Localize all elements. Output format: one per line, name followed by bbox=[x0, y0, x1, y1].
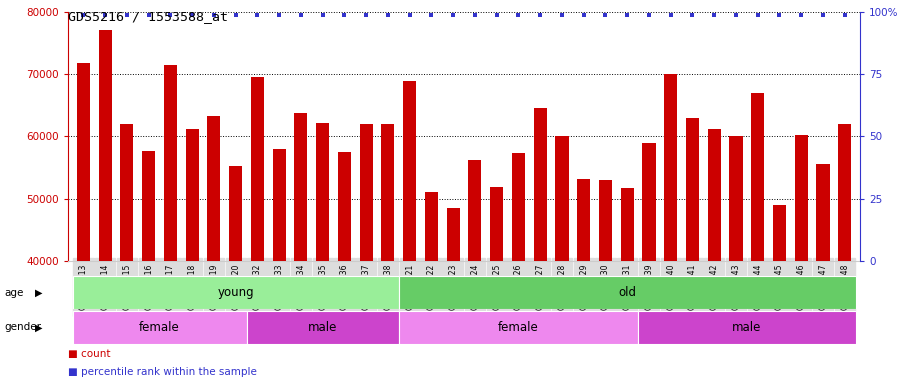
Bar bbox=[730, 136, 743, 261]
Bar bbox=[295, 113, 308, 261]
Bar bbox=[686, 118, 699, 261]
Bar bbox=[73, 311, 247, 344]
Bar bbox=[381, 124, 395, 261]
Bar bbox=[399, 311, 638, 344]
Bar bbox=[838, 124, 851, 261]
Bar bbox=[316, 122, 329, 261]
Bar bbox=[399, 276, 855, 309]
Text: ■ count: ■ count bbox=[68, 349, 111, 359]
Bar bbox=[229, 166, 242, 261]
Bar bbox=[490, 187, 503, 261]
Bar bbox=[555, 136, 569, 261]
Bar bbox=[251, 77, 264, 261]
Bar bbox=[469, 160, 481, 261]
Bar bbox=[642, 142, 655, 261]
Bar bbox=[512, 152, 525, 261]
Text: ■ percentile rank within the sample: ■ percentile rank within the sample bbox=[68, 366, 258, 377]
Text: male: male bbox=[308, 321, 338, 334]
Bar bbox=[273, 149, 286, 261]
Bar bbox=[142, 151, 156, 261]
Bar bbox=[708, 129, 721, 261]
Bar bbox=[120, 124, 134, 261]
Text: female: female bbox=[139, 321, 180, 334]
Bar bbox=[164, 65, 177, 261]
Bar bbox=[247, 311, 399, 344]
Text: female: female bbox=[498, 321, 539, 334]
Bar bbox=[577, 179, 591, 261]
Bar bbox=[359, 124, 373, 261]
Bar bbox=[599, 180, 612, 261]
Bar bbox=[664, 74, 677, 261]
Text: ▶: ▶ bbox=[35, 322, 42, 333]
Bar bbox=[338, 152, 351, 261]
Bar bbox=[751, 93, 764, 261]
Bar bbox=[773, 205, 786, 261]
Bar bbox=[73, 276, 399, 309]
Bar bbox=[425, 192, 438, 261]
Text: ▶: ▶ bbox=[35, 288, 42, 298]
Text: gender: gender bbox=[5, 322, 42, 333]
Text: GDS5216 / 1553588_at: GDS5216 / 1553588_at bbox=[68, 10, 228, 23]
Bar bbox=[77, 63, 90, 261]
Bar bbox=[447, 208, 460, 261]
Text: old: old bbox=[618, 286, 636, 299]
Bar bbox=[98, 30, 112, 261]
Text: male: male bbox=[733, 321, 762, 334]
Bar bbox=[638, 311, 855, 344]
Text: age: age bbox=[5, 288, 24, 298]
Bar bbox=[403, 81, 416, 261]
Bar bbox=[533, 108, 547, 261]
Bar bbox=[207, 116, 220, 261]
Bar bbox=[186, 129, 198, 261]
Bar bbox=[621, 188, 633, 261]
Bar bbox=[794, 135, 808, 261]
Text: young: young bbox=[217, 286, 254, 299]
Bar bbox=[816, 164, 830, 261]
